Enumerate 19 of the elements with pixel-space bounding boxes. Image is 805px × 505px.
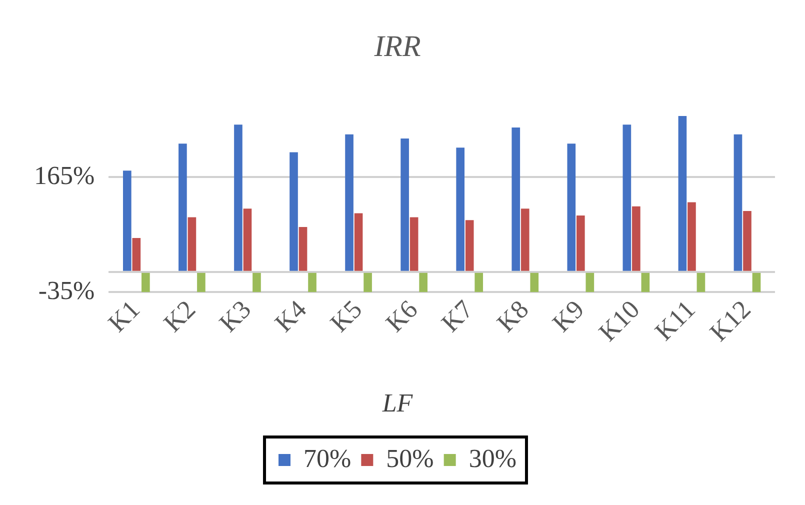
x-tick-label: K10 bbox=[593, 294, 646, 347]
x-tick-label: K5 bbox=[324, 294, 368, 338]
x-tick-label: K12 bbox=[704, 294, 756, 347]
legend-title: LF bbox=[381, 388, 414, 418]
x-tick-label: K7 bbox=[436, 294, 479, 338]
y-tick-label: -35% bbox=[38, 276, 95, 305]
x-tick-label: K6 bbox=[380, 294, 424, 338]
x-tick-label: K11 bbox=[649, 294, 701, 346]
legend-label: 70% bbox=[304, 444, 352, 473]
x-tick-label: K1 bbox=[102, 294, 146, 338]
x-tick-label: K2 bbox=[158, 294, 202, 338]
x-tick-label: K4 bbox=[269, 294, 312, 338]
legend-label: 30% bbox=[468, 444, 516, 473]
x-tick-label: K3 bbox=[214, 294, 257, 338]
y-tick-label: 165% bbox=[34, 160, 95, 190]
legend-label: 50% bbox=[386, 444, 434, 473]
x-tick-label: K9 bbox=[546, 294, 590, 338]
chart-title: IRR bbox=[373, 30, 421, 63]
x-tick-label: K8 bbox=[491, 294, 534, 338]
